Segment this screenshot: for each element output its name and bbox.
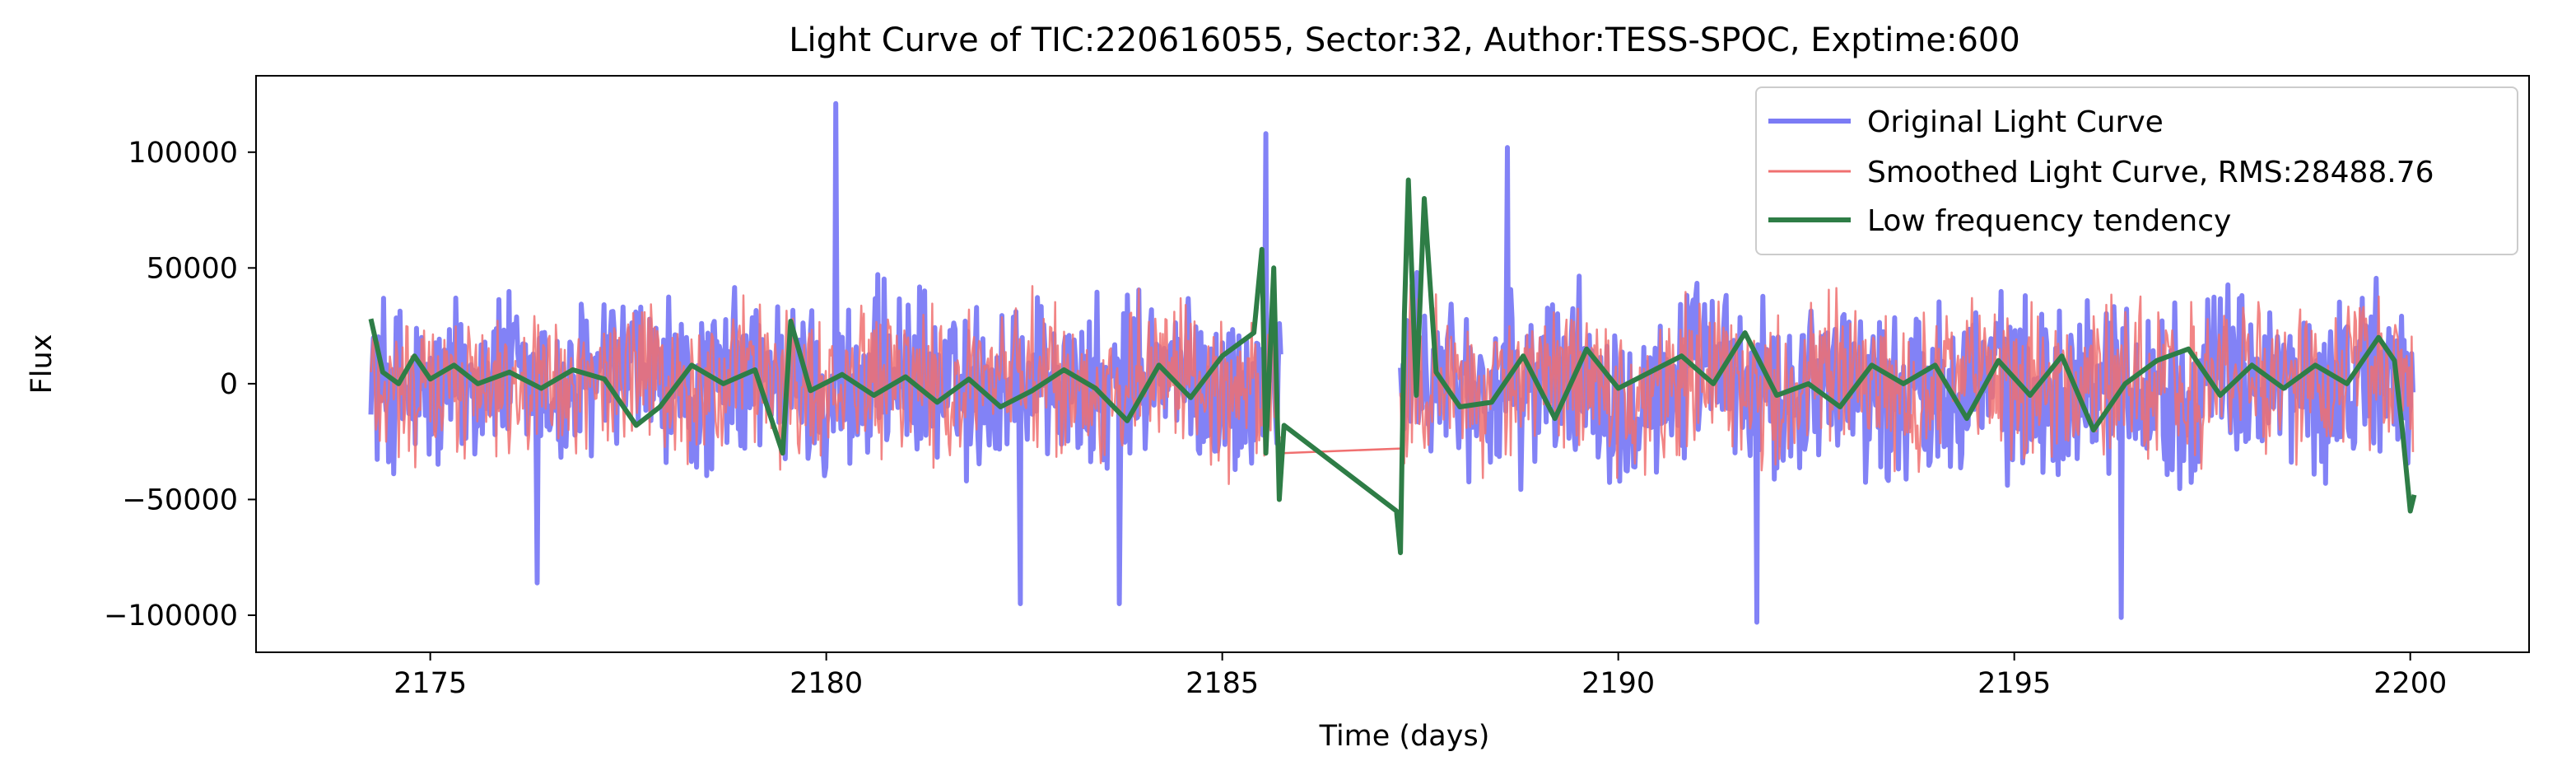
legend-box [1755, 86, 2518, 255]
y-axis: −100000 −50000 0 50000 100000 [104, 137, 256, 633]
plot-frame [255, 75, 2530, 653]
legend: Original Light Curve Smoothed Light Curv… [1755, 86, 2518, 255]
legend-label-trend: Low frequency tendency [1867, 204, 2231, 238]
legend-label-smoothed: Smoothed Light Curve, RMS:28488.76 [1867, 156, 2434, 189]
x-tick-label: 2200 [2373, 667, 2447, 700]
x-tick-label: 2175 [394, 667, 467, 700]
x-tick-label: 2185 [1186, 667, 1259, 700]
y-tick-label: 50000 [147, 252, 238, 285]
y-tick-label: 0 [220, 368, 238, 401]
y-tick-label: −50000 [122, 483, 238, 516]
x-tick-label: 2190 [1581, 667, 1655, 700]
y-axis-label: Flux [26, 334, 58, 395]
smoothed-light-curve-line [370, 283, 2415, 485]
x-axis-label: Time (days) [1319, 720, 1490, 753]
y-tick-label: −100000 [104, 600, 238, 633]
y-tick-label: 100000 [128, 137, 238, 170]
x-axis: 2175 2180 2185 2190 2195 2200 [394, 652, 2447, 700]
smoothed-gap-bridge [1281, 447, 1401, 455]
x-tick-label: 2180 [790, 667, 863, 700]
x-tick-label: 2195 [1977, 667, 2051, 700]
series-layer [368, 100, 2417, 625]
legend-label-original: Original Light Curve [1867, 105, 2164, 139]
low-frequency-tendency-line [368, 177, 2417, 556]
chart-title: Light Curve of TIC:220616055, Sector:32,… [789, 21, 2020, 59]
